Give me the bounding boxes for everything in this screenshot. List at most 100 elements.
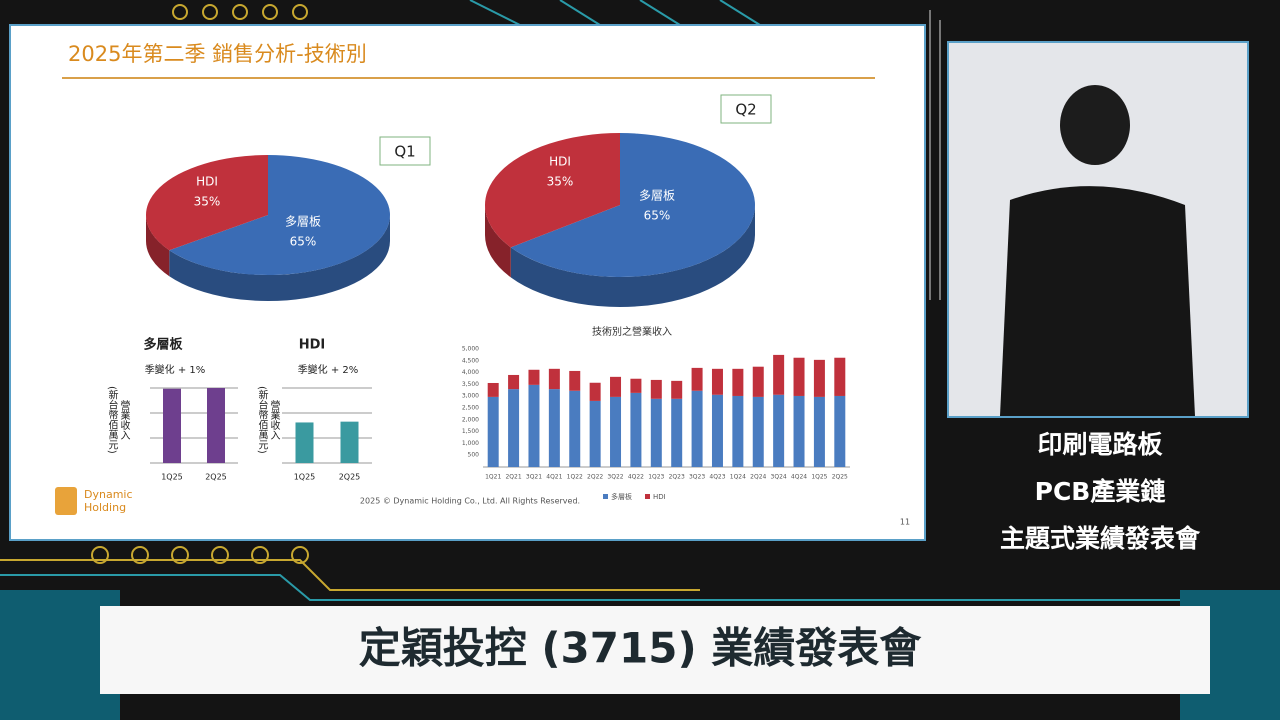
x-tick-label: 2Q25 [205, 473, 227, 482]
bar-segment [813, 396, 825, 467]
bar-segment [610, 396, 622, 467]
pie-title: Q1 [394, 143, 415, 161]
y-axis-label: 營業收入 [268, 399, 280, 440]
x-tick-label: 2Q25 [832, 474, 848, 481]
x-tick-label: 2Q22 [587, 474, 603, 481]
y-tick-label: 3,500 [462, 381, 479, 388]
pie-side [510, 205, 755, 308]
bar [295, 422, 314, 463]
pie-value-label: 65% [290, 235, 317, 249]
bar-chart-title: HDI [299, 338, 326, 353]
pie-category-label: HDI [196, 175, 218, 189]
bar [340, 421, 359, 463]
y-tick-label: 2,000 [462, 416, 479, 423]
pie-slice [484, 133, 620, 248]
y-tick-label: 2,500 [462, 405, 479, 412]
pie-value-label: 65% [644, 209, 671, 223]
bar-segment [691, 390, 703, 467]
bar-segment [773, 354, 785, 395]
bar-chart-subtitle: 季變化 + 2% [298, 363, 359, 376]
x-tick-label: 1Q21 [485, 474, 501, 481]
bar-segment [589, 382, 601, 401]
bar-segment [793, 395, 805, 467]
legend-swatch [645, 494, 650, 499]
x-tick-label: 2Q23 [669, 474, 685, 481]
pie-category-label: HDI [549, 155, 571, 169]
x-tick-label: 2Q21 [505, 474, 521, 481]
side-text: PCB產業鏈 [1035, 477, 1166, 506]
logo-text: Dynamic [84, 488, 133, 501]
bar-segment [630, 392, 642, 467]
bar-segment [711, 394, 723, 467]
y-axis-label: (新台幣佰萬元) [256, 386, 268, 454]
y-tick-label: 1,500 [462, 428, 479, 435]
y-axis-label: 營業收入 [118, 399, 130, 440]
pie-category-label: 多層板 [639, 189, 675, 203]
y-tick-label: 1,000 [462, 440, 479, 447]
speaker-body [1000, 186, 1195, 416]
y-tick-label: 4,500 [462, 357, 479, 364]
pie-value-label: 35% [547, 175, 574, 189]
x-tick-label: 1Q25 [294, 473, 316, 482]
bar-segment [813, 359, 825, 397]
logo-mark [55, 487, 77, 515]
x-tick-label: 1Q24 [730, 474, 746, 481]
bar-segment [671, 398, 683, 467]
legend-label: 多層板 [611, 492, 632, 501]
bar-segment [650, 379, 662, 399]
bar-segment [793, 357, 805, 396]
y-tick-label: 3,000 [462, 393, 479, 400]
bar-segment [548, 389, 560, 467]
bar-segment [548, 368, 560, 390]
logo-text: Holding [84, 501, 126, 514]
pie-side [169, 215, 390, 301]
legend-label: HDI [653, 493, 666, 501]
y-tick-label: 500 [468, 452, 480, 459]
bar-segment [508, 389, 520, 467]
y-axis-label: (新台幣佰萬元) [106, 386, 118, 454]
x-tick-label: 2Q25 [339, 473, 361, 482]
footer: 2025 © Dynamic Holding Co., Ltd. All Rig… [360, 497, 580, 506]
pie-slice [510, 133, 755, 277]
x-tick-label: 4Q23 [709, 474, 725, 481]
legend-swatch [603, 494, 608, 499]
speaker-head [1060, 85, 1130, 165]
bar-segment [732, 368, 744, 396]
bar-segment [732, 395, 744, 467]
bar-segment [752, 396, 764, 467]
page-number: 11 [900, 518, 910, 527]
bar [163, 388, 181, 463]
bar-segment [650, 398, 662, 467]
x-tick-label: 4Q21 [546, 474, 562, 481]
slide [9, 24, 926, 541]
bar-segment [569, 390, 581, 467]
bar-segment [487, 382, 499, 397]
x-tick-label: 3Q21 [526, 474, 542, 481]
x-tick-label: 4Q24 [791, 474, 807, 481]
y-tick-label: 5,000 [462, 346, 479, 353]
q2-box [720, 94, 772, 124]
bar-segment [834, 395, 846, 467]
bar-segment [487, 396, 499, 467]
x-tick-label: 4Q22 [628, 474, 644, 481]
bar-segment [752, 366, 764, 397]
bar-chart-subtitle: 季變化 + 1% [145, 363, 206, 376]
slide-title: 2025年第二季 銷售分析-技術別 [68, 42, 367, 66]
y-tick-label: 4,000 [462, 369, 479, 376]
x-tick-label: 1Q22 [567, 474, 583, 481]
bar-segment [834, 357, 846, 396]
x-tick-label: 2Q24 [750, 474, 766, 481]
x-tick-label: 3Q22 [607, 474, 623, 481]
bar-segment [569, 370, 581, 391]
bar-segment [630, 378, 642, 393]
circuit-background [0, 0, 1280, 601]
pie-category-label: 多層板 [285, 215, 321, 229]
bar-segment [508, 374, 520, 390]
banner-text: 定穎投控 (3715) 業績發表會 [359, 624, 923, 673]
bar-chart-title: 多層板 [143, 337, 183, 353]
bar-segment [589, 400, 601, 467]
bar-segment [691, 367, 703, 391]
